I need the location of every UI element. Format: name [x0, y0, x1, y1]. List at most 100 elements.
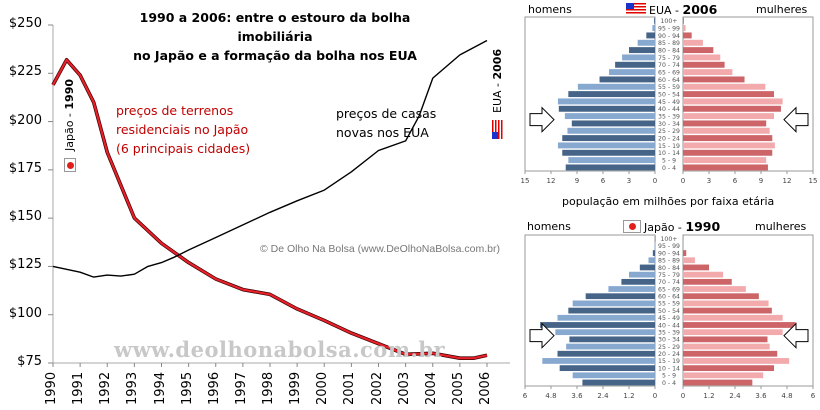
men-bar	[652, 250, 655, 256]
men-x-tick-label: 12	[547, 177, 556, 185]
women-bar	[683, 336, 768, 343]
x-tick-label: 2006	[478, 371, 493, 405]
japan-label-line-1: preços de terrenos	[116, 103, 234, 118]
men-bar	[621, 278, 655, 285]
arrow-right-icon	[529, 322, 555, 349]
x-tick-label: 2002	[369, 371, 385, 405]
age-group-label: 0 - 4	[662, 165, 676, 172]
men-bar	[564, 113, 655, 120]
women-bar	[683, 314, 783, 321]
age-group-label: 100+	[661, 18, 678, 25]
usa-pyramid-title: EUA - 2006	[649, 2, 718, 17]
women-bar	[683, 157, 767, 164]
women-bar	[683, 135, 773, 142]
women-bar	[683, 235, 684, 242]
age-group-label: 20 - 24	[658, 351, 680, 358]
women-bar	[683, 61, 725, 68]
men-x-tick-label: 4.8	[545, 392, 556, 400]
y-tick-label: $175	[8, 160, 42, 176]
men-bar	[568, 307, 655, 314]
women-bar	[683, 120, 767, 127]
men-bar	[562, 135, 655, 142]
men-bar	[557, 98, 655, 105]
women-x-tick-label: 3	[707, 177, 711, 185]
men-bar	[567, 127, 655, 134]
japan-pyramid-title: Japão - 1990	[644, 219, 721, 234]
women-bar	[683, 293, 759, 300]
age-group-label: 85 - 89	[658, 258, 680, 265]
japan-women-label: mulheres	[755, 220, 807, 233]
men-bar	[609, 69, 655, 76]
women-bar	[683, 242, 684, 249]
women-bar	[683, 372, 764, 379]
age-group-label: 80 - 84	[658, 47, 680, 54]
women-bar	[683, 278, 732, 285]
japan-flag-small-icon	[623, 220, 641, 233]
women-bar	[683, 350, 778, 357]
women-bar	[683, 54, 721, 61]
x-tick-label: 1990	[44, 371, 59, 405]
women-bar	[683, 32, 692, 39]
age-group-label: 50 - 54	[658, 91, 680, 98]
age-group-label: 15 - 19	[658, 143, 680, 150]
women-x-tick-label: 15	[809, 177, 818, 185]
x-tick-label: 2000	[315, 371, 331, 405]
x-tick-label: 1999	[288, 371, 304, 405]
women-bar	[683, 365, 774, 372]
age-group-label: 95 - 99	[658, 243, 680, 250]
women-bar	[683, 343, 770, 350]
x-tick-label: 1997	[233, 371, 249, 405]
usa-men-label: homens	[528, 3, 572, 16]
age-group-label: 65 - 69	[658, 286, 680, 293]
x-tick-label: 1992	[98, 371, 114, 405]
main-line-chart	[48, 24, 510, 367]
men-bar	[577, 83, 655, 90]
arrow-left-icon	[783, 106, 809, 133]
men-bar	[571, 120, 655, 127]
age-group-label: 5 - 9	[662, 157, 676, 164]
y-tick-label: $200	[8, 112, 42, 128]
men-x-tick-label: 0	[653, 177, 657, 185]
age-group-label: 10 - 14	[658, 365, 680, 372]
age-group-label: 45 - 49	[658, 315, 680, 322]
men-x-tick-label: 3.6	[571, 392, 583, 400]
men-bar	[559, 365, 655, 372]
japan-series-label: preços de terrenos residenciais no Japão…	[116, 101, 250, 158]
age-group-label: 55 - 59	[658, 84, 680, 91]
age-group-label: 80 - 84	[658, 265, 680, 272]
men-x-tick-label: 0	[653, 392, 657, 400]
usa-house-price-line	[52, 39, 488, 278]
men-bar	[629, 47, 655, 54]
women-bar	[683, 69, 733, 76]
x-tick-label: 2003	[396, 371, 412, 405]
men-bar	[585, 293, 655, 300]
women-bar	[683, 17, 684, 24]
age-group-label: 55 - 59	[658, 301, 680, 308]
women-bar	[683, 257, 695, 264]
x-tick-label: 2004	[423, 371, 439, 405]
women-x-tick-label: 1.2	[703, 392, 714, 400]
men-bar	[555, 329, 655, 336]
men-x-tick-label: 6	[601, 177, 606, 185]
men-bar	[622, 54, 655, 61]
age-group-label: 5 - 9	[662, 373, 676, 380]
women-x-tick-label: 0	[681, 177, 685, 185]
men-x-tick-label: 3	[627, 177, 631, 185]
y-tick-label: $250	[8, 16, 42, 31]
x-tick-label: 1995	[179, 371, 195, 405]
age-group-label: 25 - 29	[658, 344, 680, 351]
women-bar	[683, 164, 768, 171]
women-bar	[683, 250, 687, 256]
usa-flag-icon	[492, 120, 503, 139]
women-bar	[683, 329, 783, 336]
japan-flag-icon	[64, 158, 76, 172]
usa-women-label: mulheres	[756, 3, 808, 16]
women-bar	[683, 307, 772, 314]
women-x-tick-label: 3.6	[755, 392, 767, 400]
men-bar	[568, 91, 655, 98]
age-group-label: 10 - 14	[658, 150, 680, 157]
men-bar	[646, 32, 655, 39]
age-group-label: 60 - 64	[658, 294, 680, 301]
